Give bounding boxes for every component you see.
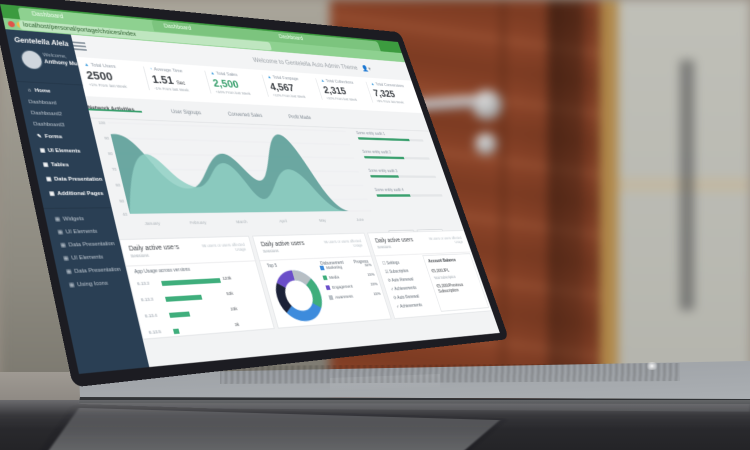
svg-text:May: May	[318, 218, 327, 223]
svg-text:February: February	[189, 220, 207, 225]
svg-text:January: January	[144, 221, 161, 226]
svg-text:80: 80	[108, 151, 114, 156]
svg-text:March: March	[235, 219, 248, 224]
svg-text:50: 50	[119, 198, 125, 203]
svg-text:100: 100	[98, 120, 107, 125]
svg-text:April: April	[279, 219, 288, 224]
svg-text:June: June	[356, 217, 365, 222]
svg-text:70: 70	[111, 167, 117, 172]
svg-text:60: 60	[115, 182, 121, 187]
svg-text:40: 40	[122, 212, 129, 217]
svg-text:90: 90	[104, 136, 110, 141]
